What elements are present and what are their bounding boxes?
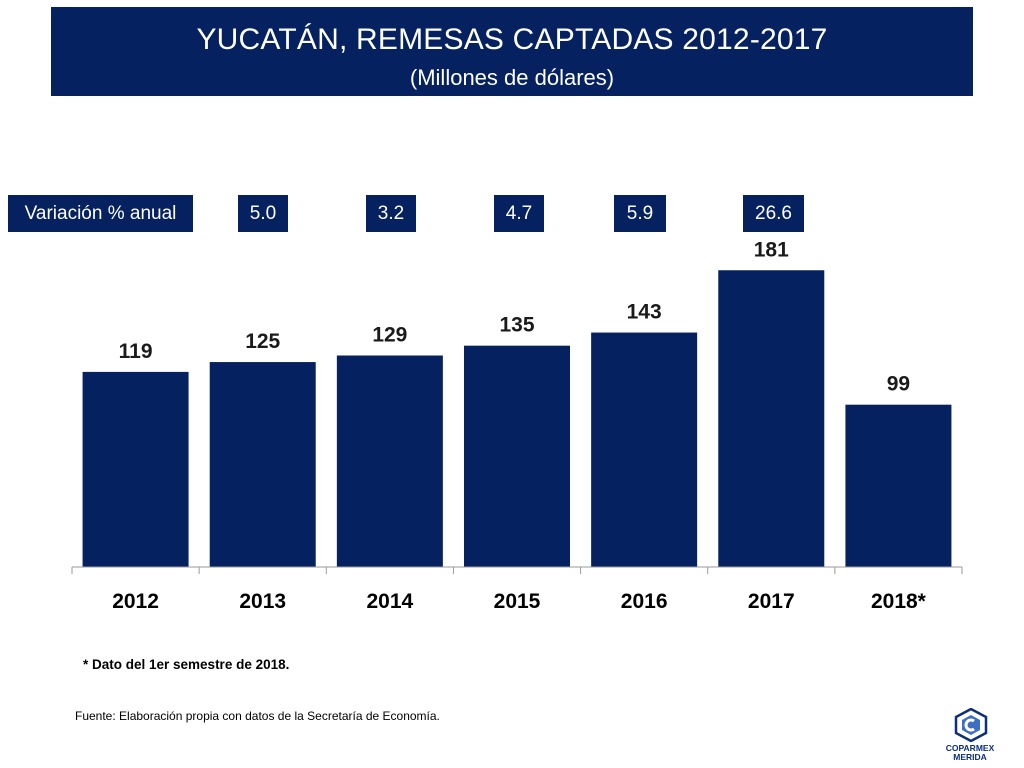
variation-value-2016: 5.9 [614, 195, 666, 232]
variation-label: Variación % anual [8, 195, 193, 232]
x-tick-label-2017: 2017 [748, 590, 795, 613]
logo-name: COPARMEX [945, 743, 995, 753]
x-tick-label-2012: 2012 [112, 590, 159, 613]
coparmex-logo: COPARMEX MERIDA [944, 708, 996, 764]
bar-2017 [718, 270, 825, 567]
x-tick-label-2016: 2016 [621, 590, 668, 613]
bar-2012 [82, 371, 189, 567]
x-tick-label-2013: 2013 [239, 590, 286, 613]
source-note: Fuente: Elaboración propia con datos de … [75, 709, 440, 723]
data-label-2018: 99 [887, 373, 910, 396]
data-label-2015: 135 [499, 314, 534, 337]
bar-2016 [591, 332, 698, 567]
chart-title: YUCATÁN, REMESAS CAPTADAS 2012-2017 [196, 23, 828, 56]
bar-2013 [209, 362, 316, 567]
footnote: * Dato del 1er semestre de 2018. [83, 657, 290, 672]
data-label-2013: 125 [245, 330, 280, 353]
variation-value-2017: 26.6 [743, 195, 804, 232]
variation-value-2013: 5.0 [238, 195, 288, 232]
bar-2015 [464, 345, 570, 567]
data-label-2017: 181 [754, 238, 789, 261]
logo-city: MERIDA [953, 752, 987, 762]
title-banner: YUCATÁN, REMESAS CAPTADAS 2012-2017 (Mil… [51, 7, 973, 96]
bar-2018 [845, 404, 952, 567]
x-tick-label-2014: 2014 [366, 590, 413, 613]
variation-value-2014: 3.2 [366, 195, 416, 232]
x-tick-label-2015: 2015 [494, 590, 541, 613]
bar-2014 [336, 355, 443, 567]
coparmex-logo-mark [954, 708, 988, 742]
data-label-2014: 129 [372, 324, 407, 347]
chart-subtitle: (Millones de dólares) [409, 65, 615, 90]
data-label-2016: 143 [627, 301, 662, 324]
x-tick-label-2018: 2018* [871, 590, 927, 613]
variation-value-2015: 4.7 [494, 195, 544, 232]
data-label-2012: 119 [119, 340, 153, 363]
